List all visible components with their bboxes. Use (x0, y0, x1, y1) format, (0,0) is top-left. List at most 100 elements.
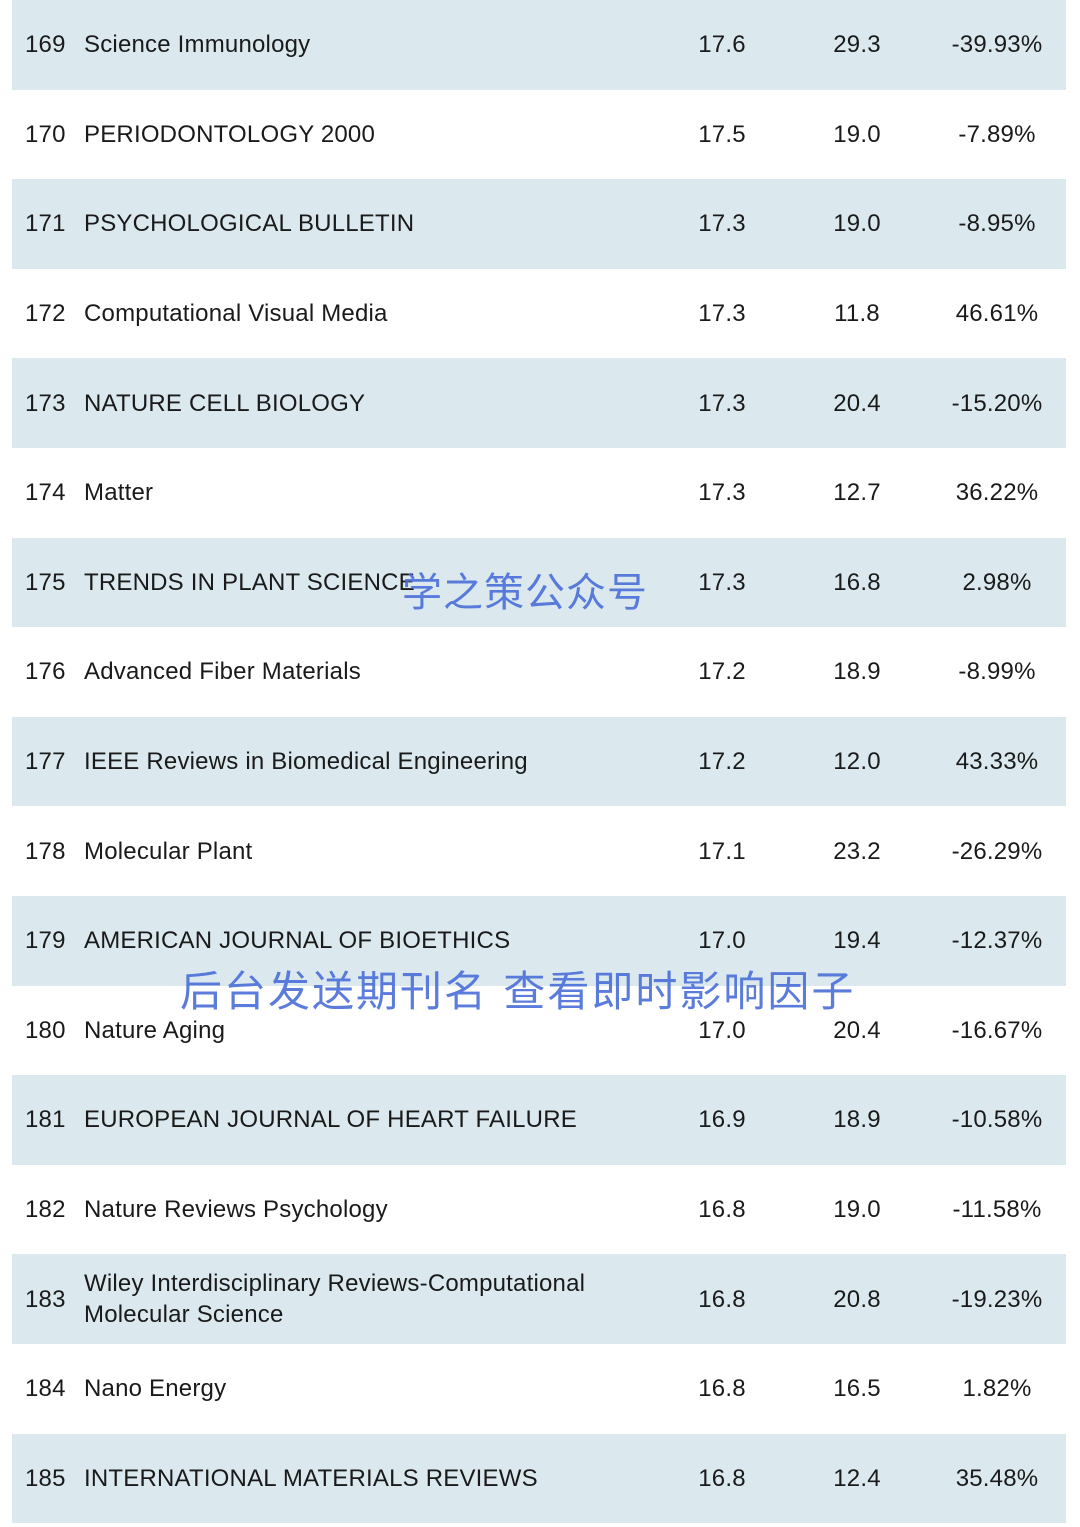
rank-cell: 169 (25, 31, 66, 59)
journal-name-cell: PSYCHOLOGICAL BULLETIN (84, 210, 415, 238)
journal-name-cell: Science Immunology (84, 31, 311, 59)
impact-factor-cell: 16.9 (698, 1106, 746, 1134)
change-percent-cell: -12.37% (951, 927, 1043, 955)
rank-cell: 181 (25, 1106, 66, 1134)
watermark-top: 学之策公众号 (402, 570, 648, 616)
previous-impact-factor-cell: 20.4 (833, 389, 881, 417)
impact-factor-cell: 17.5 (698, 120, 746, 148)
previous-impact-factor-cell: 16.5 (833, 1375, 881, 1403)
table-row: 169 Science Immunology 17.6 29.3 -39.93% (12, 0, 1066, 90)
rank-cell: 183 (25, 1285, 66, 1313)
rank-cell: 178 (25, 837, 66, 865)
previous-impact-factor-cell: 11.8 (834, 300, 880, 328)
rank-cell: 185 (25, 1464, 66, 1492)
previous-impact-factor-cell: 20.4 (833, 1016, 881, 1044)
table-row: 183 Wiley Interdisciplinary Reviews-Compu… (12, 1254, 1066, 1344)
change-percent-cell: -10.58% (951, 1106, 1043, 1134)
rank-cell: 171 (25, 210, 66, 238)
rank-cell: 182 (25, 1196, 66, 1224)
change-percent-cell: -19.23% (951, 1285, 1043, 1313)
impact-factor-cell: 16.8 (698, 1285, 746, 1313)
previous-impact-factor-cell: 20.8 (833, 1285, 881, 1313)
journal-name-cell: INTERNATIONAL MATERIALS REVIEWS (84, 1464, 538, 1492)
table-row: 182 Nature Reviews Psychology 16.8 19.0 -11.… (12, 1164, 1066, 1255)
journal-name-cell: PERIODONTOLOGY 2000 (84, 120, 376, 148)
change-percent-cell: -7.89% (958, 120, 1036, 148)
table-row: 172 Computational Visual Media 17.3 11.8 46.… (12, 268, 1066, 359)
impact-factor-cell: 17.6 (698, 31, 746, 59)
rank-cell: 172 (25, 300, 66, 328)
change-percent-cell: -8.95% (958, 210, 1036, 238)
impact-factor-cell: 17.0 (698, 1016, 746, 1044)
table-row: 185 INTERNATIONAL MATERIALS REVIEWS 16.8 12… (12, 1433, 1066, 1524)
journal-name-cell: Nature Reviews Psychology (84, 1196, 388, 1224)
impact-factor-cell: 17.3 (698, 300, 746, 328)
impact-factor-cell: 17.2 (698, 748, 746, 776)
previous-impact-factor-cell: 16.8 (833, 568, 881, 596)
previous-impact-factor-cell: 23.2 (833, 837, 881, 865)
journal-name-cell: Wiley Interdisciplinary Reviews-Computat… (84, 1270, 586, 1329)
change-percent-cell: -39.93% (951, 31, 1043, 59)
rank-cell: 174 (25, 479, 66, 507)
change-percent-cell: 35.48% (955, 1464, 1039, 1492)
table-row: 176 Advanced Fiber Materials 17.2 18.9 -8.99… (12, 627, 1066, 717)
impact-factor-cell: 16.8 (698, 1464, 746, 1492)
previous-impact-factor-cell: 19.4 (833, 927, 881, 955)
previous-impact-factor-cell: 19.0 (833, 210, 881, 238)
impact-factor-cell: 16.8 (698, 1375, 746, 1403)
journal-name-cell: NATURE CELL BIOLOGY (84, 389, 366, 417)
table-row: 178 Molecular Plant 17.1 23.2 -26.29% (12, 806, 1066, 896)
impact-factor-cell: 17.0 (698, 927, 746, 955)
journal-name-cell: Matter (84, 479, 154, 507)
change-percent-cell: -16.67% (951, 1016, 1043, 1044)
journal-name-cell: Nano Energy (84, 1375, 227, 1403)
journal-name-cell: IEEE Reviews in Biomedical Engineering (84, 748, 528, 776)
change-percent-cell: 1.82% (962, 1375, 1032, 1403)
journal-name-cell: Advanced Fiber Materials (84, 658, 361, 686)
impact-factor-cell: 17.3 (698, 210, 746, 238)
table-row: 175 TRENDS IN PLANT SCIENCE 17.3 16.8 2.98% (12, 537, 1066, 628)
rank-cell: 184 (25, 1375, 66, 1403)
table-row: 174 Matter 17.3 12.7 36.22% (12, 447, 1066, 538)
impact-factor-cell: 17.3 (698, 568, 746, 596)
rank-cell: 175 (25, 568, 66, 596)
table-row: 180 Nature Aging 17.0 20.4 -16.67% (12, 985, 1066, 1076)
change-percent-cell: -11.58% (952, 1196, 1042, 1224)
change-percent-cell: 2.98% (962, 568, 1032, 596)
previous-impact-factor-cell: 19.0 (833, 120, 881, 148)
impact-factor-cell: 17.3 (698, 479, 746, 507)
rank-cell: 176 (25, 658, 66, 686)
rank-cell: 179 (25, 927, 66, 955)
rank-cell: 170 (25, 120, 66, 148)
previous-impact-factor-cell: 19.0 (833, 1196, 881, 1224)
impact-factor-cell: 16.8 (698, 1196, 746, 1224)
table-row: 170 PERIODONTOLOGY 2000 17.5 19.0 -7.89% (12, 89, 1066, 180)
change-percent-cell: -8.99% (958, 658, 1036, 686)
change-percent-cell: -15.20% (951, 389, 1043, 417)
table-row: 171 PSYCHOLOGICAL BULLETIN 17.3 19.0 -8.95% (12, 179, 1066, 269)
journal-name-cell: Computational Visual Media (84, 300, 388, 328)
change-percent-cell: 46.61% (955, 300, 1039, 328)
impact-factor-cell: 17.3 (698, 389, 746, 417)
journal-name-cell: AMERICAN JOURNAL OF BIOETHICS (84, 927, 511, 955)
previous-impact-factor-cell: 12.0 (833, 748, 881, 776)
journal-table: 169 Science Immunology 17.6 29.3 -39.93% 170 P… (12, 0, 1066, 1524)
impact-factor-cell: 17.1 (698, 837, 746, 865)
watermark-middle: 后台发送期刊名 查看即时影响因子 (180, 967, 856, 1016)
previous-impact-factor-cell: 12.4 (833, 1464, 881, 1492)
previous-impact-factor-cell: 18.9 (833, 1106, 881, 1134)
change-percent-cell: 43.33% (955, 748, 1039, 776)
table-row: 177 IEEE Reviews in Biomedical Engineerin… (12, 716, 1066, 807)
rank-cell: 173 (25, 389, 66, 417)
table-row: 181 EUROPEAN JOURNAL OF HEART FAILURE 16.9… (12, 1075, 1066, 1165)
journal-name-cell: Nature Aging (84, 1016, 226, 1044)
journal-name-cell: Molecular Plant (84, 837, 253, 865)
table-row: 173 NATURE CELL BIOLOGY 17.3 20.4 -15.20% (12, 358, 1066, 448)
change-percent-cell: -26.29% (951, 837, 1043, 865)
change-percent-cell: 36.22% (955, 479, 1039, 507)
rank-cell: 180 (25, 1016, 66, 1044)
previous-impact-factor-cell: 18.9 (833, 658, 881, 686)
previous-impact-factor-cell: 29.3 (833, 31, 881, 59)
table-row: 179 AMERICAN JOURNAL OF BIOETHICS 17.0 19.4… (12, 895, 1066, 986)
rank-cell: 177 (25, 748, 66, 776)
